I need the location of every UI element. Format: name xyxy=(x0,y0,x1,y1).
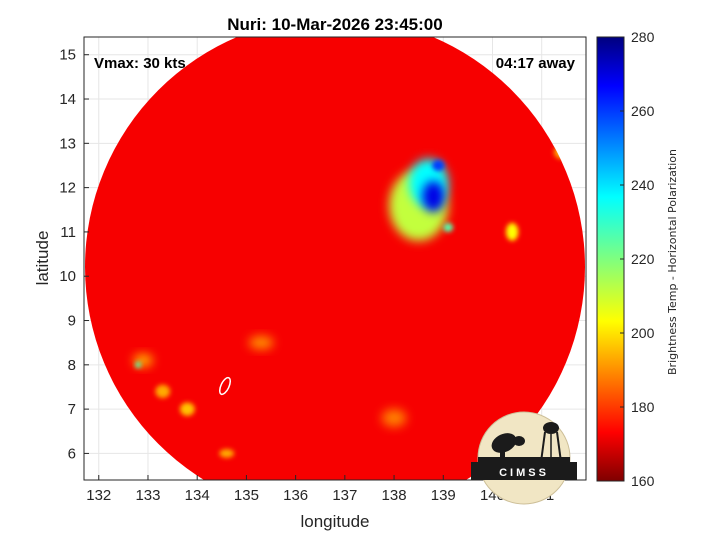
y-tick-label: 12 xyxy=(59,180,76,197)
convective-cell xyxy=(155,384,171,399)
swath-disc xyxy=(85,37,585,480)
colorbar-tick-label: 240 xyxy=(631,177,655,193)
y-axis-label: latitude xyxy=(33,231,52,286)
colorbar-label: Brightness Temp - Horizontal Polarizatio… xyxy=(666,149,679,375)
cimss-logo: CIMSS xyxy=(471,411,577,505)
storm-center-marker xyxy=(218,376,232,396)
colorbar-ticks: 160 180 200 220 240 260 280 xyxy=(620,29,655,489)
y-tick-label: 15 xyxy=(59,47,76,64)
y-axis-ticks: 6 7 8 9 10 11 12 13 14 15 xyxy=(59,47,89,462)
y-tick-label: 6 xyxy=(68,445,76,462)
y-tick-label: 11 xyxy=(60,224,76,241)
x-axis-label: longitude xyxy=(300,512,369,531)
y-tick-label: 10 xyxy=(59,268,76,285)
cimss-logo-text: CIMSS xyxy=(499,467,549,479)
convective-cell xyxy=(443,223,454,232)
convective-cell xyxy=(506,223,519,241)
colorbar-tick-label: 280 xyxy=(631,29,655,45)
y-tick-label: 9 xyxy=(68,313,76,330)
x-tick-label: 137 xyxy=(332,487,357,504)
x-tick-label: 132 xyxy=(86,487,111,504)
colorbar-tick-label: 200 xyxy=(631,325,655,341)
x-tick-label: 133 xyxy=(135,487,160,504)
y-tick-label: 14 xyxy=(59,91,76,108)
x-tick-label: 135 xyxy=(234,487,259,504)
convective-cell xyxy=(135,361,142,369)
y-tick-label: 8 xyxy=(68,357,76,374)
colorbar-tick-label: 220 xyxy=(631,251,655,267)
convective-cell xyxy=(432,159,445,172)
x-tick-label: 139 xyxy=(431,487,456,504)
convective-cell xyxy=(219,448,235,458)
plot-border xyxy=(83,36,587,481)
x-tick-label: 136 xyxy=(283,487,308,504)
x-tick-label: 134 xyxy=(185,487,210,504)
colorbar-tick-label: 160 xyxy=(631,473,655,489)
x-tick-label: 138 xyxy=(382,487,407,504)
convective-cell xyxy=(422,180,445,212)
y-tick-label: 13 xyxy=(59,135,76,152)
colorbar: 160 180 200 220 240 260 280 Brightness Temp - … xyxy=(596,29,679,489)
convective-cell xyxy=(381,409,407,427)
y-tick-label: 7 xyxy=(68,401,76,418)
convective-cell xyxy=(248,336,274,350)
colorbar-gradient xyxy=(596,36,625,482)
chart-title: Nuri: 10-Mar-2026 23:45:00 xyxy=(227,15,442,34)
colorbar-tick-label: 180 xyxy=(631,399,655,415)
away-annotation: 04:17 away xyxy=(496,55,576,72)
colorbar-tick-label: 260 xyxy=(631,103,655,119)
vmax-annotation: Vmax: 30 kts xyxy=(94,55,186,72)
convective-features xyxy=(133,145,569,458)
convective-cell xyxy=(179,402,195,416)
